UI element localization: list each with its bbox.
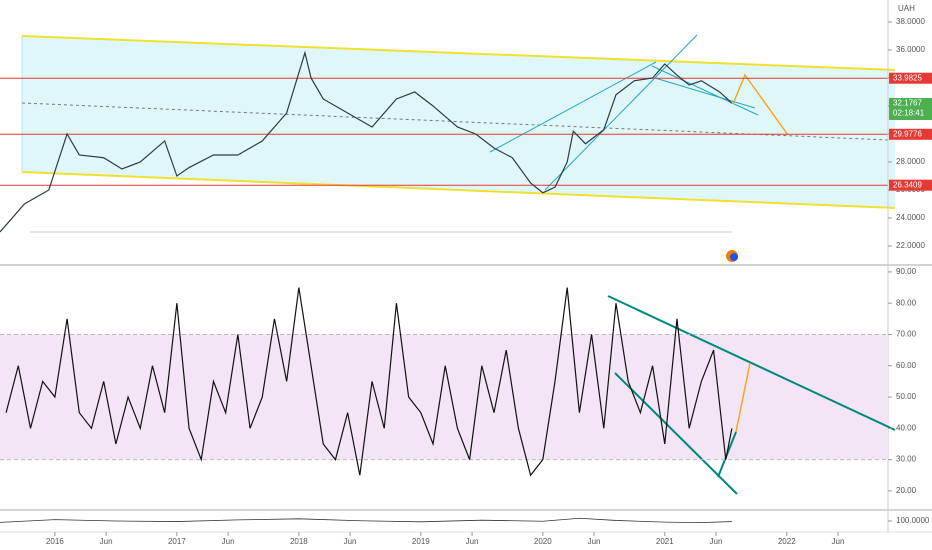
y-tick-label: 90.00 (896, 267, 917, 276)
y-tick-label: 22.0000 (896, 241, 925, 250)
rsi-forecast-arrow (735, 362, 751, 433)
trend-drawings (489, 34, 759, 191)
price-label-box (889, 179, 932, 191)
y-tick-label: 40.00 (896, 423, 917, 432)
price-label-box (889, 97, 932, 120)
y-tick-label: 28.0000 (896, 157, 925, 166)
currency-label: UAH (898, 4, 915, 13)
forecast-arrow (732, 73, 789, 136)
x-tick-label: Jun (344, 537, 357, 546)
y-tick-label: 24.0000 (896, 213, 925, 222)
price-label: 29.9776 (893, 129, 922, 138)
channel-fill (22, 36, 895, 208)
series-line (0, 517, 732, 524)
x-tick-label: Jun (832, 537, 845, 546)
x-tick-label: Jun (222, 537, 235, 546)
y-tick-label: 20.00 (896, 486, 917, 495)
y-tick-label: 70.00 (896, 330, 917, 339)
rsi-band (0, 334, 888, 460)
x-tick-label: 2022 (778, 537, 796, 546)
y-tick-label: 30.00 (896, 455, 917, 464)
x-tick-label: 2017 (168, 537, 186, 546)
y-tick-label: 100.0000 (896, 516, 930, 525)
channel-bottom (21, 171, 896, 209)
price-label-box (889, 72, 932, 84)
x-tick-label: 2019 (412, 537, 430, 546)
x-tick-label: 2016 (46, 537, 64, 546)
x-tick-label: Jun (100, 537, 113, 546)
x-tick-label: Jun (466, 537, 479, 546)
series-line (0, 50, 733, 233)
x-tick-label: Jun (588, 537, 601, 546)
y-tick-label: 60.00 (896, 361, 917, 370)
y-tick-label: 36.0000 (896, 45, 925, 54)
x-tick-label: 2021 (656, 537, 674, 546)
x-tick-label: 2018 (290, 537, 308, 546)
countdown-label: 02:18:41 (893, 109, 925, 118)
y-tick-label: 50.00 (896, 392, 917, 401)
x-tick-label: 2020 (534, 537, 552, 546)
price-label: 33.9825 (893, 73, 922, 82)
price-label: 26.3409 (893, 180, 922, 189)
y-tick-label: 38.0000 (896, 17, 925, 26)
price-label: 32.1767 (893, 99, 922, 108)
logo-icon-inner (730, 253, 738, 261)
x-tick-label: Jun (710, 537, 723, 546)
channel-top (21, 35, 896, 71)
series-line (5, 287, 733, 477)
price-label-box (889, 128, 932, 140)
y-tick-label: 80.00 (896, 298, 917, 307)
